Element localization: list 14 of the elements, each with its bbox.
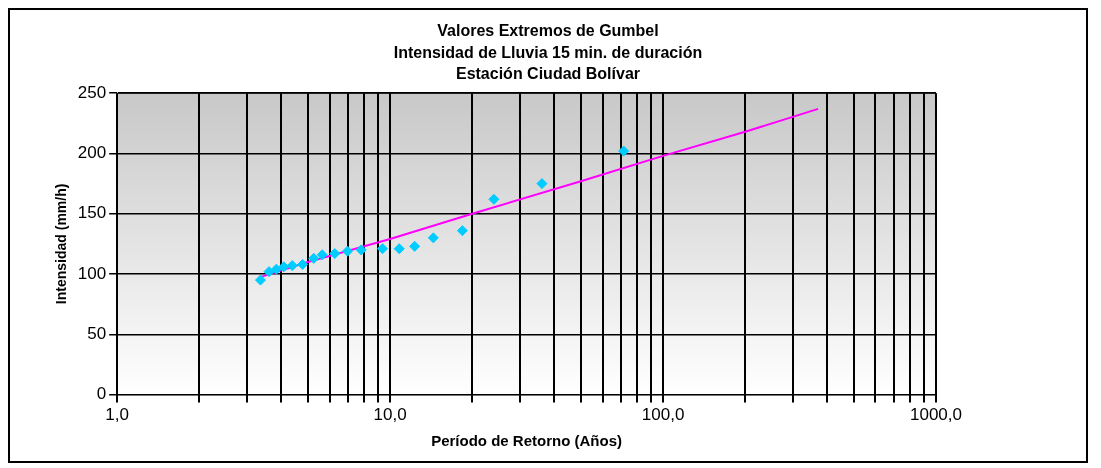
- x-tick-label: 10,0: [373, 405, 407, 425]
- x-axis-title: Período de Retorno (Años): [431, 432, 622, 450]
- x-tick-label: 1,0: [105, 405, 129, 425]
- x-tick-label: 100,0: [641, 405, 685, 425]
- chart-subtitle: Intensidad de Lluvia 15 min. de duración Estación Ciudad Bolívar: [392, 43, 704, 84]
- y-tick-label: 50: [87, 324, 107, 344]
- y-tick-label: 250: [77, 82, 107, 102]
- y-tick-label: 150: [77, 203, 107, 223]
- y-tick-label: 0: [96, 384, 107, 404]
- y-tick-label: 200: [77, 143, 107, 163]
- y-tick-label: 100: [77, 263, 107, 283]
- x-tick-label: 1000,0: [910, 405, 962, 425]
- y-axis-title: Intensidad (mm/h): [53, 183, 70, 305]
- chart-title: Valores Extremos de Gumbel: [436, 22, 660, 40]
